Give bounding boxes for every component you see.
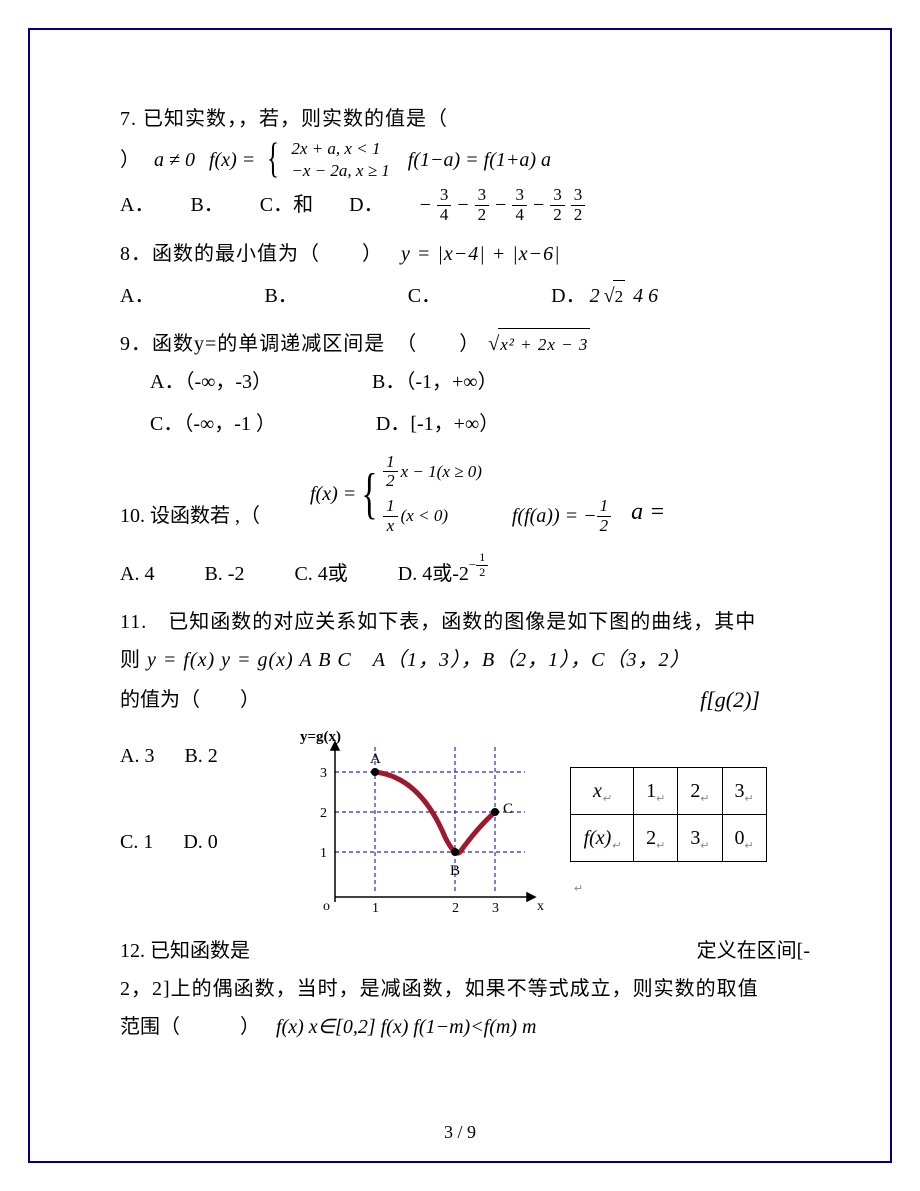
q12-l1b: 定义在区间[- (697, 932, 810, 970)
q10-cond: f(f(a)) = − (512, 497, 597, 535)
q10-C: C. 4或 (294, 555, 347, 593)
svg-text:3: 3 (492, 901, 499, 916)
table-row: f(x)↵ 2↵ 3↵ 0↵ (571, 815, 767, 862)
q11-D: D. 0 (183, 823, 217, 861)
svg-text:A: A (370, 751, 381, 767)
q11-C: C. 1 (120, 823, 153, 861)
q10-stem: 10. 设函数若 ,（ (120, 497, 260, 535)
q8-expr: y = |x−4| + |x−6| (401, 235, 561, 273)
question-10: 10. 设函数若 ,（ f(x) = { 12 x − 1(x ≥ 0) 1x … (120, 453, 820, 594)
q7-stem: 7. 已知实数，，若，则实数的值是（ (120, 100, 448, 138)
q12-l3: 范围（ ） (120, 1008, 260, 1046)
q10-ed: 2 (476, 566, 488, 579)
q10-cfd: 2 (597, 517, 612, 536)
q7-fx-label: f(x) = (209, 141, 255, 179)
svg-text:1: 1 (372, 901, 379, 916)
page-number: 3 / 9 (0, 1122, 920, 1143)
svg-text:x: x (537, 899, 544, 914)
svg-text:3: 3 (320, 766, 327, 781)
q7-cond-a: a ≠ 0 (154, 141, 195, 179)
svg-text:B: B (450, 863, 460, 879)
q8-A: A． (120, 277, 154, 315)
q11-B: B. 2 (184, 737, 217, 775)
q12-l2: 2，2]上的偶函数，当时，是减函数，如果不等式成立，则实数的取值 (120, 970, 759, 1008)
q7-piece1: 2x + a, x < 1 (291, 138, 389, 160)
q10-p1t: x − 1(x ≥ 0) (401, 461, 482, 483)
q12-tail: f(x) x∈[0,2] f(x) f(1−m)<f(m) m (276, 1008, 536, 1046)
svg-text:1: 1 (320, 846, 327, 861)
q8-choices: A． B． C． D． 2 √2 4 6 (120, 277, 820, 315)
q10-A: A. 4 (120, 555, 154, 593)
q9-stem: 9．函数y=的单调递减区间是 （ ） (120, 325, 480, 363)
q11-fexpr: f[g(2)] (700, 679, 760, 721)
question-7: 7. 已知实数，，若，则实数的值是（ ） a ≠ 0 f(x) = { 2x +… (120, 100, 820, 225)
brace-icon: { (362, 472, 378, 517)
svg-text:o: o (323, 899, 330, 914)
q10-p2d: x (384, 517, 398, 536)
q7-A: A． (120, 186, 154, 224)
q11-l2p: 则 (120, 641, 141, 679)
q8-C: C． (408, 277, 441, 315)
question-11: 11. 已知函数的对应关系如下表，函数的图像是如下图的曲线，其中 则 y = f… (120, 603, 820, 922)
svg-text:2: 2 (452, 901, 459, 916)
q11-chart: y=g(x) 3 2 1 o 1 2 3 x A B C (290, 727, 550, 922)
q8-D: D． (551, 277, 585, 315)
q10-avar: a = (631, 490, 665, 536)
q10-p1d: 2 (383, 472, 398, 491)
q9-C: C．（-∞，-1 ） (150, 405, 276, 443)
q12-l1: 12. 已知函数是 (120, 932, 250, 970)
q10-p2n: 1 (383, 497, 398, 517)
q11-table: x↵ 1↵ 2↵ 3↵ f(x)↵ 2↵ 3↵ 0↵ (570, 767, 767, 862)
q10-cfn: 1 (597, 497, 612, 517)
q9-A: A．（-∞，-3） (150, 363, 272, 401)
q11-l3: 的值为（ ） (120, 681, 260, 719)
q11-figure-row: A. 3 B. 2 C. 1 D. 0 (120, 727, 820, 922)
q7-D: D． (349, 186, 383, 224)
table-row: x↵ 1↵ 2↵ 3↵ (571, 768, 767, 815)
question-9: 9．函数y=的单调递减区间是 （ ） √x² + 2x − 3 A．（-∞，-3… (120, 325, 820, 443)
document-content: 7. 已知实数，，若，则实数的值是（ ） a ≠ 0 f(x) = { 2x +… (120, 100, 820, 1056)
q10-B: B. -2 (204, 555, 244, 593)
q11-l2m: y = f(x) y = g(x) A B C A（1，3），B（2，1），C（… (147, 641, 691, 679)
brace-icon: { (267, 143, 279, 177)
q10-choices: A. 4 B. -2 C. 4或 D. 4或-2 −12 (120, 555, 820, 593)
q7-tail: f(1−a) = f(1+a) a (408, 141, 551, 179)
q11-stem: 11. 已知函数的对应关系如下表，函数的图像是如下图的曲线，其中 (120, 603, 756, 641)
q7-piece2: −x − 2a, x ≥ 1 (291, 160, 389, 182)
q11-table-wrap: x↵ 1↵ 2↵ 3↵ f(x)↵ 2↵ 3↵ 0↵ ↵ (570, 727, 767, 900)
svg-text:2: 2 (320, 806, 327, 821)
q10-D: D. 4或-2 (398, 555, 469, 593)
svg-text:y=g(x): y=g(x) (300, 729, 341, 745)
q9-B: B．（-1，+∞） (372, 363, 498, 401)
q9-D: D．[-1，+∞） (376, 405, 499, 443)
q10-p2t: (x < 0) (401, 505, 448, 527)
svg-text:C: C (503, 801, 513, 817)
question-12: 12. 已知函数是 定义在区间[- 2，2]上的偶函数，当时，是减函数，如果不等… (120, 932, 820, 1046)
question-8: 8．函数的最小值为（ ） y = |x−4| + |x−6| A． B． C． … (120, 235, 820, 315)
q7-choices: A． B． C．和 D． −34 −32 −34 −32 32 (120, 186, 820, 224)
q9-radicand: x² + 2x − 3 (498, 328, 590, 361)
q10-fx: f(x) = (310, 475, 356, 513)
q10-p1n: 1 (383, 453, 398, 473)
q8-B: B． (264, 277, 297, 315)
q7-C: C．和 (260, 186, 313, 224)
q8-stem: 8．函数的最小值为（ ） (120, 235, 383, 273)
q11-A: A. 3 (120, 737, 154, 775)
q7-B: B． (190, 186, 223, 224)
q7-cont: ） (120, 141, 140, 179)
q10-en: 1 (476, 551, 488, 565)
